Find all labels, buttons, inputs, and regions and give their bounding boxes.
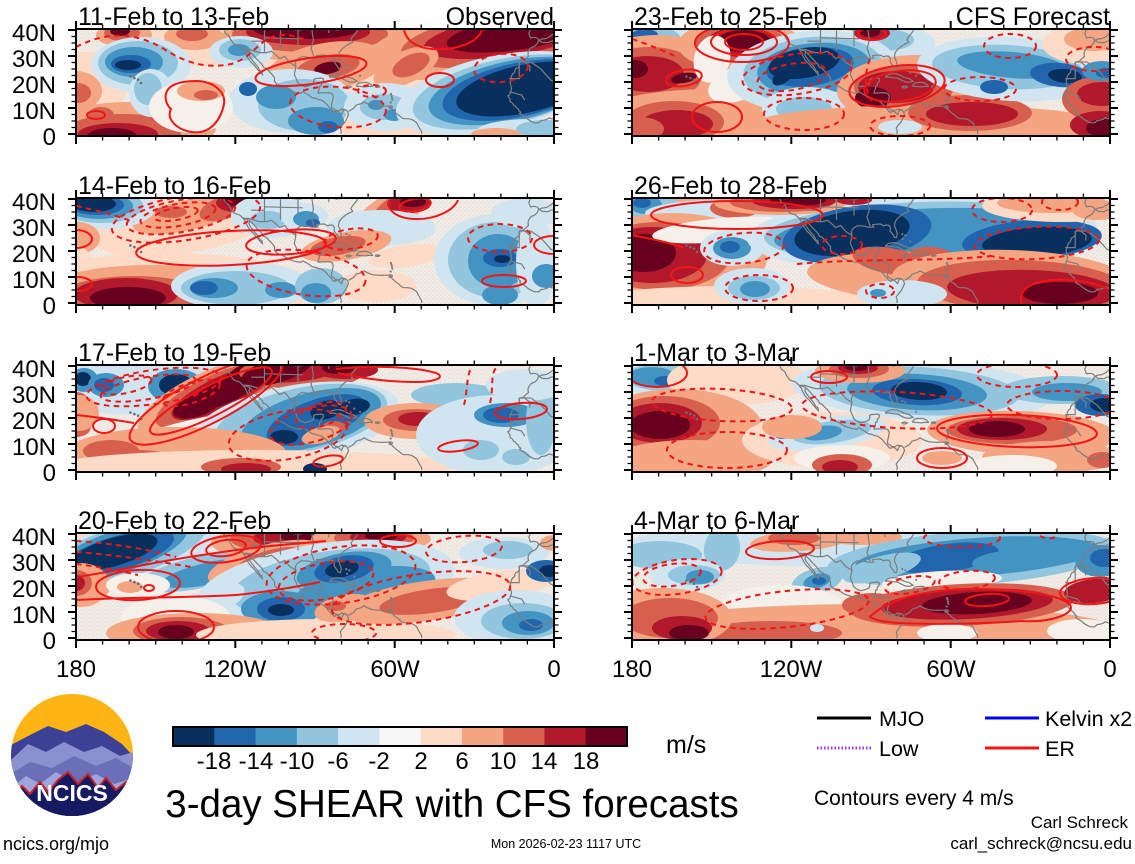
svg-text:10N: 10N (12, 434, 56, 461)
svg-text:60W: 60W (370, 656, 420, 683)
svg-text:14-Feb to 16-Feb: 14-Feb to 16-Feb (78, 172, 271, 200)
svg-text:20N: 20N (12, 241, 56, 268)
svg-text:0: 0 (43, 628, 56, 655)
svg-text:23-Feb to 25-Feb: 23-Feb to 25-Feb (634, 3, 827, 31)
svg-text:17-Feb to 19-Feb: 17-Feb to 19-Feb (78, 339, 271, 367)
svg-text:0: 0 (547, 656, 560, 683)
svg-text:Low: Low (879, 737, 919, 761)
svg-text:ncics.org/mjo: ncics.org/mjo (3, 834, 109, 854)
svg-text:20N: 20N (12, 408, 56, 435)
svg-text:14: 14 (531, 748, 558, 775)
svg-text:10N: 10N (12, 602, 56, 629)
svg-text:Carl Schreck: Carl Schreck (1031, 813, 1129, 832)
svg-text:4-Mar to 6-Mar: 4-Mar to 6-Mar (634, 507, 799, 535)
svg-text:0: 0 (43, 293, 56, 320)
svg-text:Mon 2026-02-23 1117 UTC: Mon 2026-02-23 1117 UTC (491, 837, 641, 851)
svg-text:30N: 30N (12, 550, 56, 577)
svg-text:10N: 10N (12, 267, 56, 294)
svg-text:20N: 20N (12, 576, 56, 603)
svg-text:40N: 40N (12, 356, 56, 383)
svg-text:30N: 30N (12, 215, 56, 242)
svg-text:26-Feb to 28-Feb: 26-Feb to 28-Feb (634, 172, 827, 200)
svg-text:-10: -10 (280, 748, 315, 775)
svg-text:180: 180 (612, 656, 652, 683)
svg-text:40N: 40N (12, 189, 56, 216)
svg-text:CFS Forecast: CFS Forecast (956, 3, 1110, 31)
svg-text:carl_schreck@ncsu.edu: carl_schreck@ncsu.edu (950, 834, 1132, 853)
svg-text:0: 0 (43, 460, 56, 487)
svg-text:m/s: m/s (666, 731, 706, 759)
svg-text:180: 180 (56, 656, 96, 683)
svg-text:1-Mar to 3-Mar: 1-Mar to 3-Mar (634, 339, 799, 367)
svg-text:Kelvin x2: Kelvin x2 (1045, 707, 1132, 731)
svg-text:Observed: Observed (446, 3, 554, 31)
svg-text:120W: 120W (204, 656, 267, 683)
svg-text:20-Feb to 22-Feb: 20-Feb to 22-Feb (78, 507, 271, 535)
svg-text:-18: -18 (197, 748, 232, 775)
svg-text:-2: -2 (368, 748, 389, 775)
svg-text:10: 10 (490, 748, 517, 775)
svg-text:120W: 120W (760, 656, 823, 683)
svg-text:60W: 60W (926, 656, 976, 683)
svg-text:30N: 30N (12, 46, 56, 73)
svg-text:0: 0 (1103, 656, 1116, 683)
svg-text:20N: 20N (12, 72, 56, 99)
svg-text:Contours every 4 m/s: Contours every 4 m/s (814, 787, 1014, 810)
svg-text:-6: -6 (327, 748, 348, 775)
svg-text:ER: ER (1045, 737, 1075, 761)
svg-text:MJO: MJO (879, 707, 924, 731)
svg-text:40N: 40N (12, 524, 56, 551)
svg-text:2: 2 (414, 748, 427, 775)
svg-text:-14: -14 (239, 748, 274, 775)
svg-text:11-Feb to 13-Feb: 11-Feb to 13-Feb (78, 3, 269, 31)
svg-text:10N: 10N (12, 98, 56, 125)
svg-text:NCICS: NCICS (36, 780, 108, 806)
svg-text:0: 0 (43, 124, 56, 151)
svg-text:18: 18 (573, 748, 600, 775)
svg-text:30N: 30N (12, 382, 56, 409)
svg-text:40N: 40N (12, 20, 56, 47)
svg-text:6: 6 (455, 748, 468, 775)
svg-text:3-day SHEAR with CFS forecasts: 3-day SHEAR with CFS forecasts (165, 783, 738, 826)
